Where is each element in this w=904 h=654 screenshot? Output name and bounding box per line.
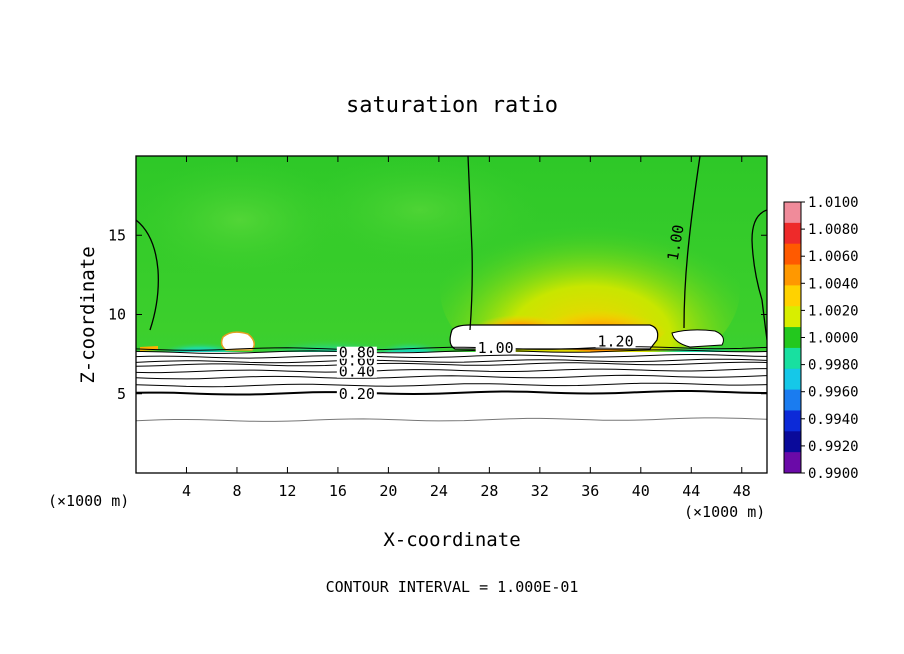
contour-label: 1.00	[478, 339, 514, 357]
colorbar-swatch	[784, 222, 801, 245]
contour-labels: 0.200.400.600.80 1.00 1.201.00	[336, 223, 688, 403]
colorbar-label: 0.9920	[808, 439, 859, 455]
contour-line-1.00	[136, 219, 159, 331]
colorbar-swatch	[784, 452, 801, 474]
contour-line	[136, 368, 767, 374]
contour-line-1.00	[751, 209, 767, 341]
contour-label: 0.40	[339, 363, 375, 381]
contour-label-bg	[475, 341, 516, 354]
colorbar-label: 1.0020	[808, 303, 859, 319]
colorbar-swatch	[784, 327, 801, 349]
contour-label: 1.00	[664, 223, 688, 262]
contour-label-bg	[336, 387, 377, 400]
colorbar-swatch	[784, 243, 801, 266]
cloud-region	[671, 329, 724, 348]
contour-label-bg	[336, 365, 377, 378]
colorbar-label: 1.0000	[808, 331, 859, 347]
contour-label: 0.20	[339, 385, 375, 403]
plot-area	[136, 156, 767, 473]
x-tick-label: 40	[632, 482, 650, 500]
colorbar-label: 0.9900	[808, 466, 859, 482]
y-axis-ticks: 5 10 15	[108, 226, 767, 403]
y-tick-label: 10	[108, 306, 126, 324]
colorbar-swatch	[784, 389, 801, 411]
colorbar-swatch	[784, 285, 801, 307]
x-tick-label: 36	[581, 482, 599, 500]
contour-interval-note: CONTOUR INTERVAL = 1.000E-01	[326, 578, 579, 596]
colorbar-label: 0.9960	[808, 385, 859, 401]
y-tick-label: 15	[108, 226, 126, 244]
contour-label-bg	[595, 335, 636, 348]
colorbar-label: 1.0040	[808, 276, 859, 292]
colorbar-label: 0.9980	[808, 358, 859, 374]
x-tick-label: 16	[329, 482, 347, 500]
y-tick-label: 5	[117, 385, 126, 403]
cloud-region	[220, 331, 255, 351]
x-axis-label: X-coordinate	[383, 529, 520, 551]
x-tick-label: 8	[232, 482, 241, 500]
chart-title: saturation ratio	[346, 93, 558, 118]
colorbar-label: 0.9940	[808, 412, 859, 428]
contour-line	[136, 349, 767, 354]
colorbar: 1.0100 1.0080 1.0060 1.0040 1.0020 1.0000 0.99…	[783, 195, 859, 482]
x-tick-label: 28	[480, 482, 498, 500]
contour-line	[136, 390, 767, 396]
x-tick-label: 48	[733, 482, 751, 500]
contour-line	[136, 417, 767, 422]
contour-line	[136, 374, 767, 380]
x-axis-ticks: 4 8 12 16 20 24 28 32 36 40 44 48	[182, 156, 751, 500]
contour-line-1.00	[467, 156, 473, 331]
colorbar-swatch	[784, 202, 801, 224]
x-tick-label: 32	[531, 482, 549, 500]
contour-label: 1.20	[597, 333, 633, 351]
contour-line	[136, 353, 767, 359]
contour-label: 0.80	[339, 344, 375, 362]
colorbar-swatch	[784, 410, 801, 432]
x-tick-label: 4	[182, 482, 191, 500]
colorbar-label: 1.0100	[808, 195, 859, 211]
colorbar-label: 1.0060	[808, 249, 859, 265]
contour-line-1.00	[683, 156, 701, 329]
contour-label-bg	[336, 346, 377, 359]
colorbar-swatch	[784, 347, 801, 370]
colorbar-swatch	[784, 264, 801, 286]
x-tick-label: 24	[430, 482, 448, 500]
contour-line	[136, 346, 767, 351]
x-tick-label: 44	[682, 482, 700, 500]
x-unit-left: (×1000 m)	[48, 492, 129, 510]
contour-line	[136, 361, 767, 367]
contour-line	[136, 382, 767, 388]
x-tick-label: 20	[379, 482, 397, 500]
colorbar-swatch	[784, 306, 801, 328]
colorbar-swatch	[784, 368, 801, 391]
field-pale-patch	[136, 160, 350, 280]
x-tick-label: 12	[278, 482, 296, 500]
contour-line	[136, 358, 767, 364]
y-axis-label: Z-coordinate	[77, 246, 99, 383]
colorbar-label: 1.0080	[808, 222, 859, 238]
layer-contours	[136, 346, 767, 422]
x-unit-right: (×1000 m)	[684, 503, 765, 521]
colorbar-swatch	[784, 431, 801, 453]
cloud-region	[136, 352, 767, 473]
